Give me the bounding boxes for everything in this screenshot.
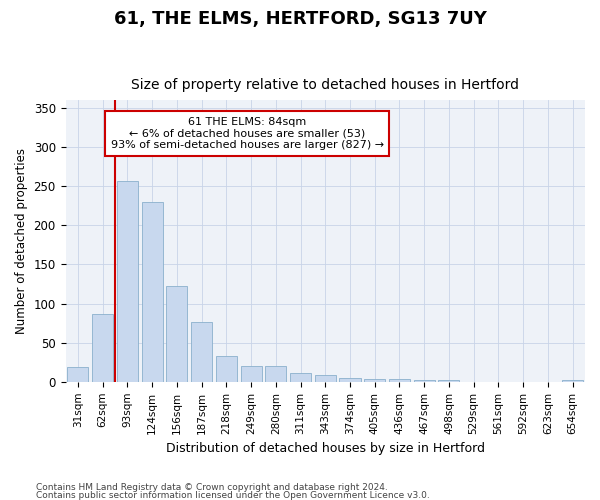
- Text: Contains HM Land Registry data © Crown copyright and database right 2024.: Contains HM Land Registry data © Crown c…: [36, 484, 388, 492]
- Bar: [67, 367, 88, 382]
- Text: Contains public sector information licensed under the Open Government Licence v3: Contains public sector information licen…: [36, 490, 430, 500]
- Bar: [340, 378, 361, 382]
- Bar: [216, 356, 237, 382]
- Bar: [389, 378, 410, 382]
- Y-axis label: Number of detached properties: Number of detached properties: [15, 148, 28, 334]
- Bar: [92, 314, 113, 382]
- Bar: [315, 375, 336, 382]
- Bar: [364, 378, 385, 382]
- Text: 61, THE ELMS, HERTFORD, SG13 7UY: 61, THE ELMS, HERTFORD, SG13 7UY: [113, 10, 487, 28]
- Title: Size of property relative to detached houses in Hertford: Size of property relative to detached ho…: [131, 78, 519, 92]
- Bar: [117, 180, 138, 382]
- Bar: [413, 380, 435, 382]
- X-axis label: Distribution of detached houses by size in Hertford: Distribution of detached houses by size …: [166, 442, 485, 455]
- Bar: [142, 202, 163, 382]
- Bar: [191, 322, 212, 382]
- Bar: [439, 380, 460, 382]
- Bar: [265, 366, 286, 382]
- Bar: [241, 366, 262, 382]
- Bar: [562, 380, 583, 382]
- Bar: [290, 373, 311, 382]
- Text: 61 THE ELMS: 84sqm
← 6% of detached houses are smaller (53)
93% of semi-detached: 61 THE ELMS: 84sqm ← 6% of detached hous…: [111, 117, 384, 150]
- Bar: [166, 286, 187, 382]
